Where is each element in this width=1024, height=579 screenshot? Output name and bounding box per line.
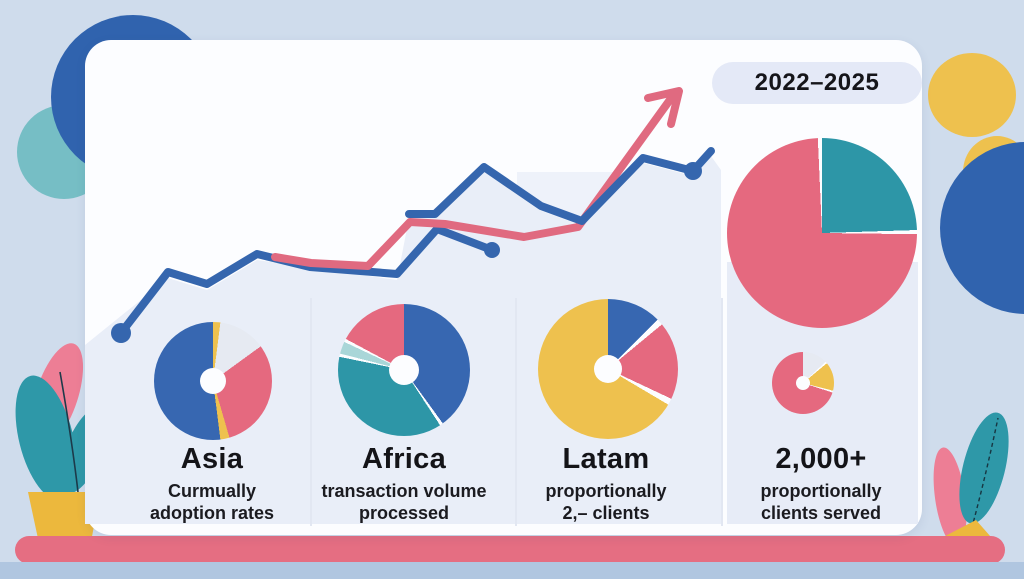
- subtitle-line: processed: [358, 502, 450, 523]
- asia-pie-chart: [154, 322, 272, 440]
- deco-blue-circle-right: [940, 142, 1024, 314]
- donut-hole: [389, 355, 419, 385]
- donut-hole: [200, 368, 226, 394]
- section-title: Africa: [362, 443, 446, 475]
- clients-big-pie-chart: [727, 138, 917, 328]
- laptop-base-bar: [15, 536, 1005, 564]
- section-subtitle: proportionally clients served: [717, 481, 925, 525]
- subtitle-line: proportionally: [545, 481, 667, 501]
- deco-yellow-blob-bottom: [963, 136, 1024, 208]
- column-divider: [310, 298, 312, 526]
- subtitle-line: Curmually: [167, 481, 257, 501]
- section-subtitle: proportionally 2,– clients: [502, 481, 710, 525]
- subtitle-line: proportionally: [760, 481, 882, 501]
- clients-small-pie-chart: [772, 352, 834, 414]
- column-divider: [721, 298, 723, 526]
- subtitle-line: clients served: [760, 502, 882, 523]
- leaf-teal-icon: [959, 412, 1009, 524]
- stem-line: [59, 371, 79, 493]
- period-badge: 2022–2025: [712, 62, 922, 104]
- section-title: Latam: [562, 443, 650, 475]
- leaf-teal-icon: [15, 375, 77, 501]
- leaf-pink-icon: [933, 447, 967, 547]
- section-label-asia: Asia Curmually adoption rates: [108, 443, 316, 525]
- section-title: 2,000+: [775, 443, 867, 475]
- donut-hole: [796, 376, 810, 390]
- subtitle-line: 2,– clients: [562, 502, 650, 523]
- subtitle-line: adoption rates: [149, 502, 274, 523]
- stem-line: [967, 417, 999, 543]
- subtitle-line: transaction volume: [321, 481, 487, 501]
- bottom-strip: [0, 562, 1024, 579]
- section-label-africa: Africa transaction volume processed: [300, 443, 508, 525]
- donut-hole: [594, 355, 622, 383]
- latam-pie-chart: [538, 299, 678, 439]
- column-divider: [515, 298, 517, 526]
- deco-yellow-blob-top: [928, 53, 1016, 137]
- section-subtitle: transaction volume processed: [300, 481, 508, 525]
- section-title: Asia: [180, 443, 244, 475]
- pot-base-icon: [928, 520, 998, 545]
- plant-right: [928, 412, 1009, 547]
- africa-pie-chart: [338, 304, 470, 436]
- leaf-pink-icon: [30, 343, 84, 447]
- section-label-latam: Latam proportionally 2,– clients: [502, 443, 710, 525]
- section-label-clients: 2,000+ proportionally clients served: [717, 443, 925, 525]
- section-subtitle: Curmually adoption rates: [108, 481, 316, 525]
